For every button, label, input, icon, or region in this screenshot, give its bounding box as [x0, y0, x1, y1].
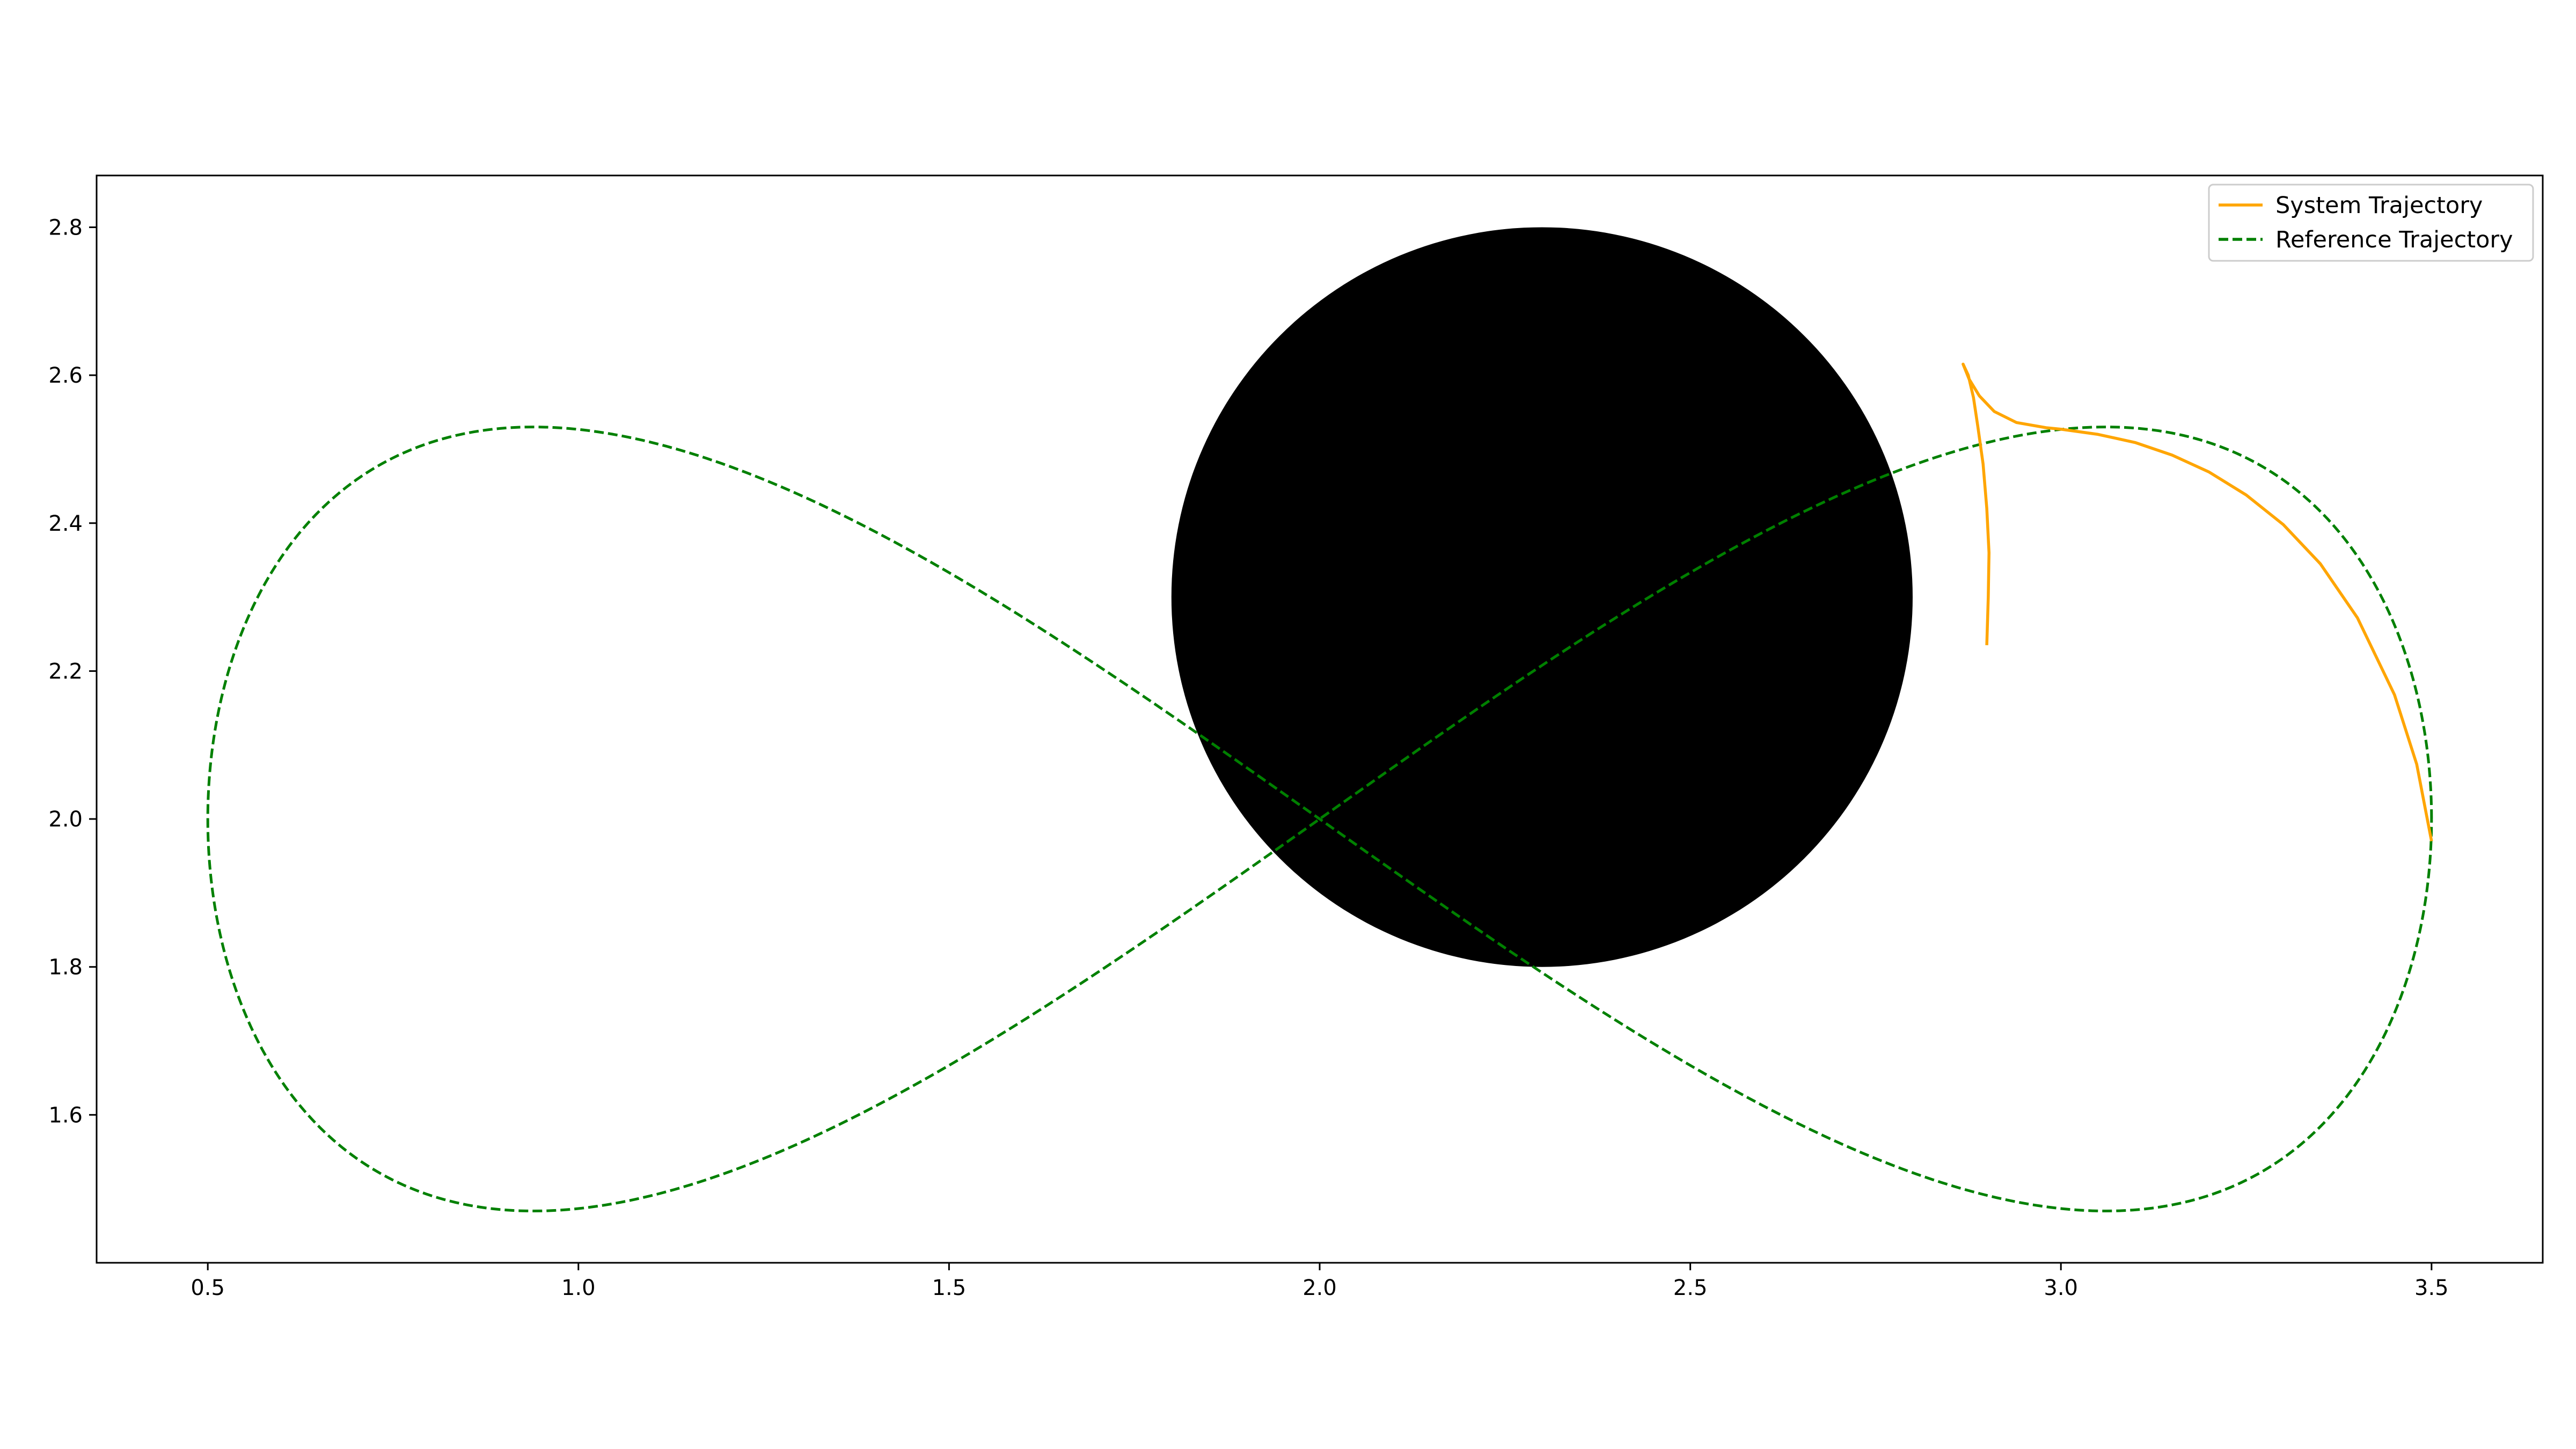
y-tick-label: 1.6 — [48, 1103, 83, 1128]
reference-trajectory-line — [206, 426, 2433, 1213]
x-tick-label: 2.5 — [1673, 1276, 1708, 1300]
y-tick-label: 2.4 — [48, 511, 83, 536]
y-tick-label: 1.8 — [48, 955, 83, 980]
y-tick-label: 2.8 — [48, 215, 83, 240]
y-axis-ticks: 1.6 1.8 2.0 2.2 2.4 2.6 2.8 — [48, 215, 97, 1128]
x-tick-label: 0.5 — [191, 1276, 225, 1300]
legend-label-system-trajectory: System Trajectory — [2275, 192, 2483, 219]
x-tick-label: 1.0 — [561, 1276, 596, 1300]
x-tick-label: 3.5 — [2414, 1276, 2449, 1300]
x-axis-ticks: 0.5 1.0 1.5 2.0 2.5 3.0 3.5 — [191, 1263, 2449, 1300]
plot-content — [206, 227, 2433, 1213]
y-tick-label: 2.6 — [48, 363, 83, 388]
system-trajectory-line — [1962, 362, 2433, 841]
x-tick-label: 3.0 — [2044, 1276, 2078, 1300]
legend: System Trajectory Reference Trajectory — [2208, 184, 2534, 262]
x-tick-label: 2.0 — [1302, 1276, 1337, 1300]
legend-label-reference-trajectory: Reference Trajectory — [2275, 226, 2513, 253]
obstacle-circle — [1171, 227, 1913, 967]
legend-box — [2208, 184, 2534, 262]
y-tick-label: 2.2 — [48, 659, 83, 684]
plot-area — [96, 174, 2544, 1264]
x-tick-label: 1.5 — [932, 1276, 967, 1300]
y-tick-label: 2.0 — [48, 807, 83, 832]
